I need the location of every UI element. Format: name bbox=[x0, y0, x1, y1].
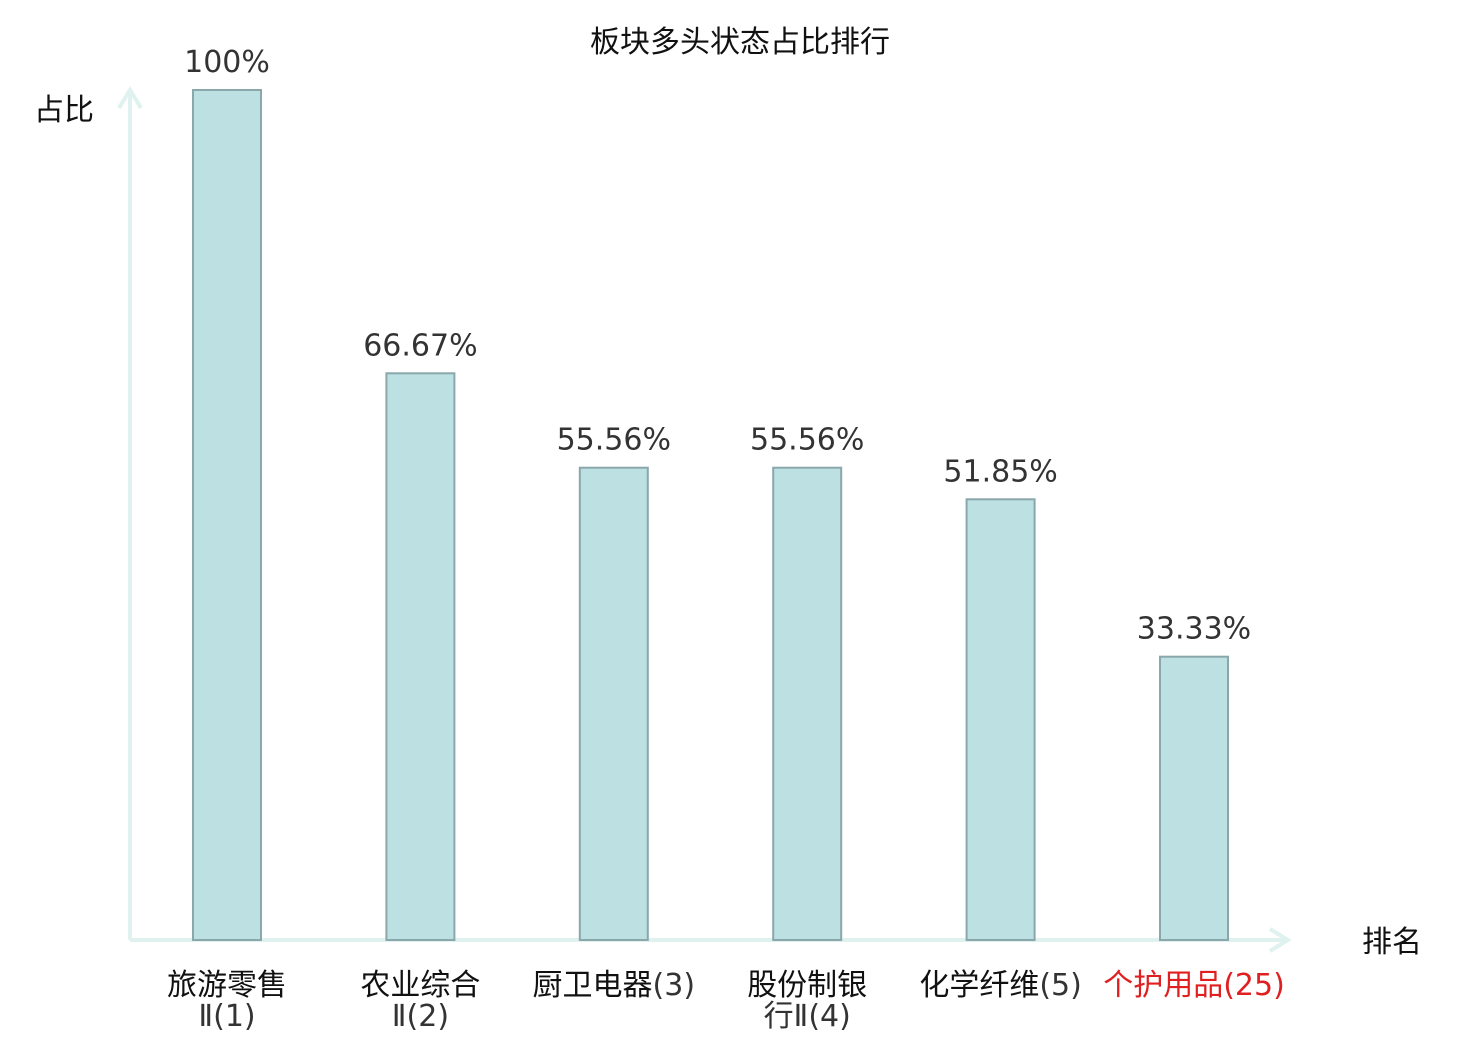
category-name-2: 农业综合 bbox=[360, 968, 480, 1003]
value-label-3: 55.56% bbox=[557, 423, 671, 458]
chart-title: 板块多头状态占比排行 bbox=[590, 25, 890, 60]
bar-1 bbox=[192, 89, 262, 941]
bar-4 bbox=[772, 466, 843, 941]
category-label-5: 化学纤维(5) bbox=[919, 968, 1082, 1003]
value-label-6: 33.33% bbox=[1137, 612, 1251, 647]
value-label-5: 51.85% bbox=[943, 454, 1057, 489]
category-name-1: 旅游零售 bbox=[167, 968, 287, 1003]
category-rank-2: Ⅱ(2) bbox=[392, 999, 449, 1034]
x-axis bbox=[130, 927, 1292, 953]
category-rank-4: 行Ⅱ(4) bbox=[764, 999, 851, 1034]
value-label-1: 100% bbox=[184, 45, 270, 80]
category-rank-3: (3) bbox=[653, 968, 696, 1003]
category-rank-5: (5) bbox=[1039, 968, 1082, 1003]
x-axis-arrowhead bbox=[1268, 927, 1292, 953]
x-axis-label: 排名 bbox=[1362, 925, 1422, 960]
bar-3 bbox=[578, 466, 649, 941]
category-label-6: 个护用品(25) bbox=[1103, 968, 1285, 1003]
y-axis bbox=[117, 86, 143, 940]
category-label-3: 厨卫电器(3) bbox=[533, 968, 696, 1003]
bar-5 bbox=[965, 498, 1036, 941]
y-axis-label: 占比 bbox=[34, 93, 94, 128]
y-axis-arrowhead bbox=[117, 86, 143, 110]
category-name-4: 股份制银 bbox=[747, 968, 867, 1003]
bar-2 bbox=[385, 372, 456, 941]
category-rank-6: (25) bbox=[1223, 968, 1285, 1003]
value-label-4: 55.56% bbox=[750, 423, 864, 458]
value-label-2: 66.67% bbox=[363, 328, 477, 363]
category-name-5: 化学纤维 bbox=[919, 968, 1039, 1003]
value-labels: 100% 66.67% 55.56% 55.56% 51.85% 33.33% bbox=[184, 45, 1251, 647]
category-name-3: 厨卫电器 bbox=[533, 968, 653, 1003]
category-rank-1: Ⅱ(1) bbox=[198, 999, 255, 1034]
bar-6 bbox=[1159, 655, 1229, 941]
category-name-6: 个护用品 bbox=[1103, 968, 1223, 1003]
bar-series bbox=[192, 89, 1229, 941]
